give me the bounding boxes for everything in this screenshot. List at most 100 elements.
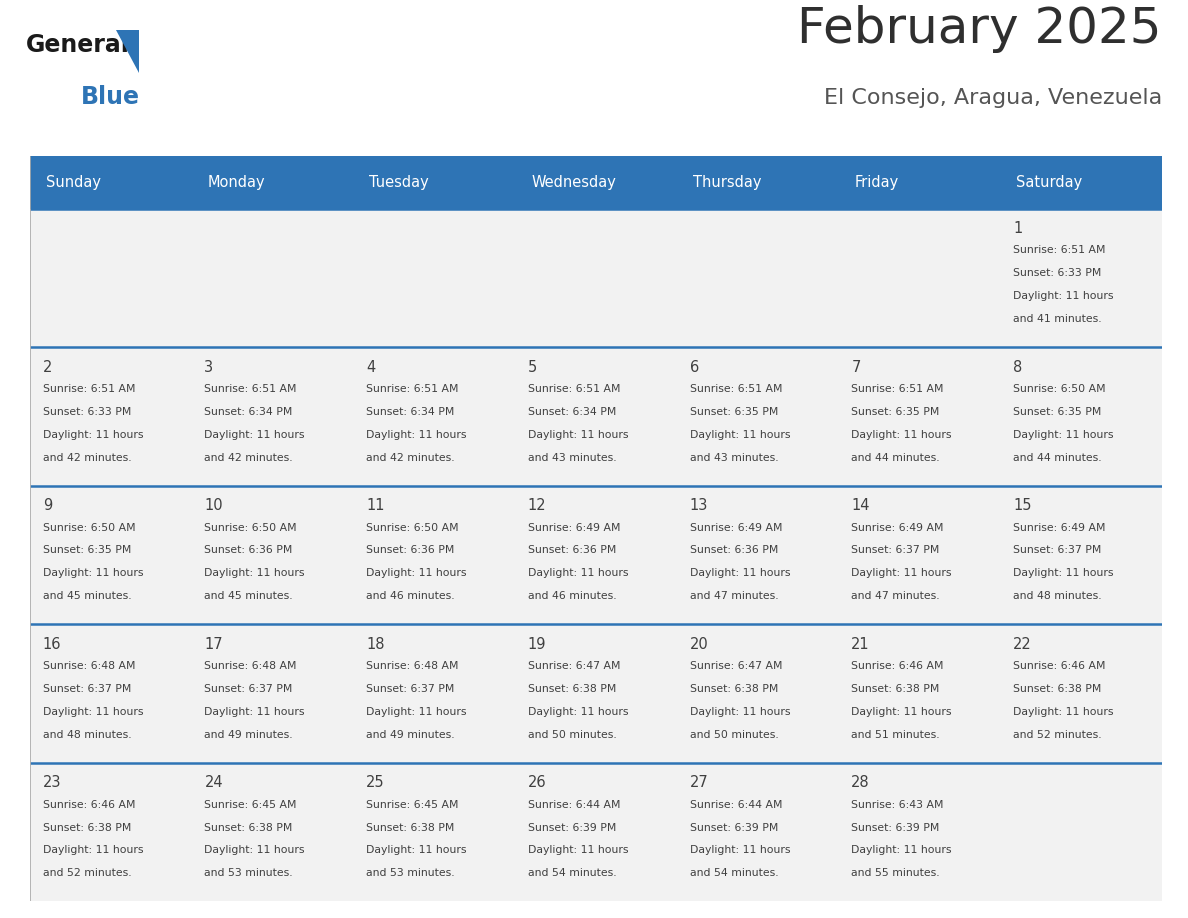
Text: Sunrise: 6:51 AM: Sunrise: 6:51 AM (366, 384, 459, 394)
Text: Daylight: 11 hours: Daylight: 11 hours (366, 707, 467, 717)
Text: and 41 minutes.: and 41 minutes. (1013, 314, 1101, 324)
Text: Daylight: 11 hours: Daylight: 11 hours (204, 707, 305, 717)
Text: and 54 minutes.: and 54 minutes. (689, 868, 778, 879)
Bar (30, 347, 1162, 486)
Text: 8: 8 (1013, 360, 1023, 375)
Text: Daylight: 11 hours: Daylight: 11 hours (43, 568, 143, 578)
Text: Daylight: 11 hours: Daylight: 11 hours (1013, 430, 1113, 440)
Text: Daylight: 11 hours: Daylight: 11 hours (689, 707, 790, 717)
Text: Sunrise: 6:49 AM: Sunrise: 6:49 AM (689, 522, 782, 532)
Text: 12: 12 (527, 498, 546, 513)
Text: Sunrise: 6:46 AM: Sunrise: 6:46 AM (43, 800, 135, 810)
Text: Sunset: 6:37 PM: Sunset: 6:37 PM (204, 684, 292, 694)
Text: and 46 minutes.: and 46 minutes. (366, 591, 455, 601)
Text: El Consejo, Aragua, Venezuela: El Consejo, Aragua, Venezuela (823, 88, 1162, 107)
Text: 15: 15 (1013, 498, 1031, 513)
Text: 1: 1 (1013, 221, 1023, 236)
Text: Daylight: 11 hours: Daylight: 11 hours (204, 845, 305, 856)
Text: Sunset: 6:38 PM: Sunset: 6:38 PM (366, 823, 455, 833)
Text: and 44 minutes.: and 44 minutes. (852, 453, 940, 463)
Text: and 43 minutes.: and 43 minutes. (689, 453, 778, 463)
Text: 22: 22 (1013, 637, 1032, 652)
Text: Daylight: 11 hours: Daylight: 11 hours (527, 430, 628, 440)
Text: and 49 minutes.: and 49 minutes. (204, 730, 293, 740)
Text: 7: 7 (852, 360, 860, 375)
Text: Sunset: 6:38 PM: Sunset: 6:38 PM (43, 823, 131, 833)
Bar (1000, 156, 1162, 208)
Text: 6: 6 (689, 360, 699, 375)
Text: Saturday: Saturday (1016, 175, 1082, 190)
Text: Wednesday: Wednesday (531, 175, 615, 190)
Text: Sunset: 6:35 PM: Sunset: 6:35 PM (43, 545, 131, 555)
Text: Friday: Friday (854, 175, 899, 190)
Text: 14: 14 (852, 498, 870, 513)
Text: Sunset: 6:33 PM: Sunset: 6:33 PM (1013, 268, 1101, 278)
Text: Sunset: 6:34 PM: Sunset: 6:34 PM (366, 407, 455, 417)
Text: Sunset: 6:37 PM: Sunset: 6:37 PM (43, 684, 131, 694)
Text: 24: 24 (204, 776, 223, 790)
Text: and 50 minutes.: and 50 minutes. (527, 730, 617, 740)
Text: Sunset: 6:33 PM: Sunset: 6:33 PM (43, 407, 131, 417)
Text: Sunrise: 6:51 AM: Sunrise: 6:51 AM (1013, 245, 1106, 255)
Text: and 48 minutes.: and 48 minutes. (43, 730, 131, 740)
Text: Sunrise: 6:45 AM: Sunrise: 6:45 AM (366, 800, 459, 810)
Text: Sunrise: 6:50 AM: Sunrise: 6:50 AM (366, 522, 459, 532)
Text: 5: 5 (527, 360, 537, 375)
Text: 23: 23 (43, 776, 61, 790)
Text: 21: 21 (852, 637, 870, 652)
Text: Daylight: 11 hours: Daylight: 11 hours (689, 845, 790, 856)
Text: and 42 minutes.: and 42 minutes. (43, 453, 131, 463)
Text: Sunset: 6:35 PM: Sunset: 6:35 PM (1013, 407, 1101, 417)
Text: 11: 11 (366, 498, 385, 513)
Bar (30, 156, 191, 208)
Text: 2: 2 (43, 360, 52, 375)
Text: February 2025: February 2025 (797, 5, 1162, 52)
Text: and 42 minutes.: and 42 minutes. (366, 453, 455, 463)
Text: and 45 minutes.: and 45 minutes. (204, 591, 293, 601)
Text: 25: 25 (366, 776, 385, 790)
Text: Sunrise: 6:51 AM: Sunrise: 6:51 AM (43, 384, 135, 394)
Text: 17: 17 (204, 637, 223, 652)
Text: Sunset: 6:38 PM: Sunset: 6:38 PM (852, 684, 940, 694)
Text: 4: 4 (366, 360, 375, 375)
Text: Sunset: 6:38 PM: Sunset: 6:38 PM (689, 684, 778, 694)
Text: Daylight: 11 hours: Daylight: 11 hours (366, 568, 467, 578)
Text: 26: 26 (527, 776, 546, 790)
Text: and 45 minutes.: and 45 minutes. (43, 591, 131, 601)
Text: Daylight: 11 hours: Daylight: 11 hours (527, 845, 628, 856)
Bar (30, 208, 1162, 347)
Bar (191, 156, 353, 208)
Text: Sunset: 6:38 PM: Sunset: 6:38 PM (527, 684, 617, 694)
Text: Daylight: 11 hours: Daylight: 11 hours (852, 707, 952, 717)
Text: and 53 minutes.: and 53 minutes. (204, 868, 293, 879)
Text: Daylight: 11 hours: Daylight: 11 hours (43, 707, 143, 717)
Text: Sunset: 6:35 PM: Sunset: 6:35 PM (689, 407, 778, 417)
Text: Sunset: 6:36 PM: Sunset: 6:36 PM (527, 545, 617, 555)
Text: Daylight: 11 hours: Daylight: 11 hours (366, 430, 467, 440)
Text: Sunrise: 6:48 AM: Sunrise: 6:48 AM (43, 661, 135, 671)
Text: 3: 3 (204, 360, 214, 375)
Text: Sunset: 6:36 PM: Sunset: 6:36 PM (366, 545, 455, 555)
Bar (30, 624, 1162, 763)
Text: Daylight: 11 hours: Daylight: 11 hours (852, 568, 952, 578)
Text: Sunset: 6:36 PM: Sunset: 6:36 PM (689, 545, 778, 555)
Text: Sunset: 6:34 PM: Sunset: 6:34 PM (527, 407, 617, 417)
Text: Sunrise: 6:51 AM: Sunrise: 6:51 AM (852, 384, 943, 394)
Text: and 54 minutes.: and 54 minutes. (527, 868, 617, 879)
Bar (514, 156, 677, 208)
Text: Sunday: Sunday (46, 175, 101, 190)
Text: 13: 13 (689, 498, 708, 513)
Text: Sunrise: 6:47 AM: Sunrise: 6:47 AM (527, 661, 620, 671)
Text: and 55 minutes.: and 55 minutes. (852, 868, 940, 879)
Text: Tuesday: Tuesday (369, 175, 429, 190)
Text: Sunrise: 6:43 AM: Sunrise: 6:43 AM (852, 800, 943, 810)
Text: and 51 minutes.: and 51 minutes. (852, 730, 940, 740)
Text: Sunrise: 6:51 AM: Sunrise: 6:51 AM (689, 384, 782, 394)
Text: Daylight: 11 hours: Daylight: 11 hours (527, 568, 628, 578)
Text: Sunset: 6:37 PM: Sunset: 6:37 PM (366, 684, 455, 694)
Text: Daylight: 11 hours: Daylight: 11 hours (689, 568, 790, 578)
Bar (30, 486, 1162, 624)
Text: Daylight: 11 hours: Daylight: 11 hours (852, 430, 952, 440)
Text: Sunrise: 6:51 AM: Sunrise: 6:51 AM (204, 384, 297, 394)
Text: 16: 16 (43, 637, 61, 652)
